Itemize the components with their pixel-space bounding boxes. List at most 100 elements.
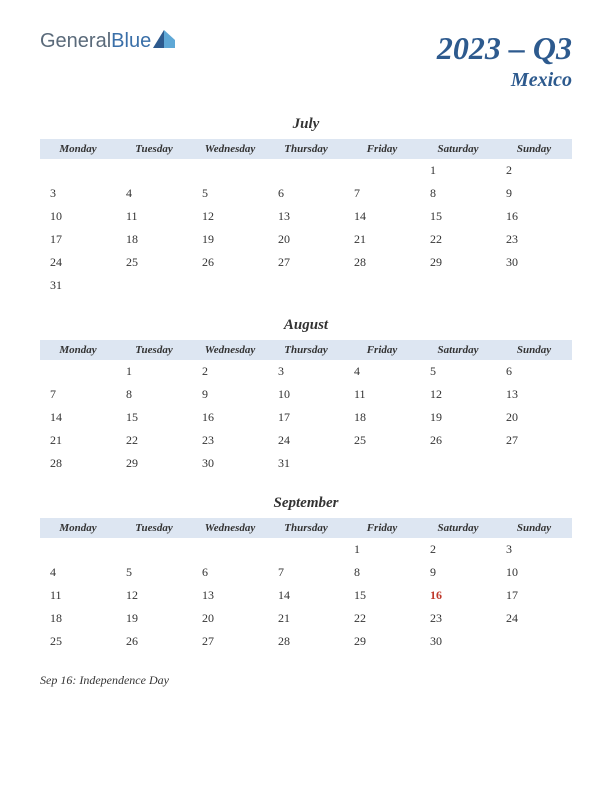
calendar-row: 18192021222324 [40,607,572,630]
day-cell: 12 [116,584,192,607]
day-cell [268,274,344,297]
calendar-table: MondayTuesdayWednesdayThursdayFridaySatu… [40,139,572,297]
logo-text-blue: Blue [111,30,151,53]
day-cell: 14 [268,584,344,607]
day-cell: 20 [268,228,344,251]
day-header: Wednesday [192,518,268,538]
day-cell: 10 [496,561,572,584]
header: GeneralBlue 2023 – Q3 Mexico [40,30,572,92]
day-cell: 3 [40,182,116,205]
day-cell: 17 [496,584,572,607]
day-cell: 6 [496,360,572,383]
calendar-table: MondayTuesdayWednesdayThursdayFridaySatu… [40,340,572,475]
day-cell: 9 [192,383,268,406]
day-cell: 9 [496,182,572,205]
day-cell: 16 [496,205,572,228]
day-cell: 1 [420,159,496,182]
day-header: Friday [344,518,420,538]
day-cell: 25 [344,429,420,452]
day-cell: 23 [496,228,572,251]
day-header: Monday [40,139,116,159]
day-cell: 22 [344,607,420,630]
day-cell [116,159,192,182]
day-cell: 5 [420,360,496,383]
day-cell [344,452,420,475]
day-cell: 20 [192,607,268,630]
day-cell: 22 [116,429,192,452]
day-cell [40,360,116,383]
day-cell [40,538,116,561]
holiday-notes: Sep 16: Independence Day [40,673,572,688]
day-cell: 26 [116,630,192,653]
day-cell: 27 [496,429,572,452]
day-header: Monday [40,340,116,360]
months-container: JulyMondayTuesdayWednesdayThursdayFriday… [40,116,572,653]
day-cell: 1 [116,360,192,383]
month-block: July MondayTuesdayWednesdayThursdayFriday… [40,116,572,297]
calendar-row: 123456 [40,360,572,383]
day-header: Saturday [420,139,496,159]
calendar-row: 12 [40,159,572,182]
day-cell: 25 [40,630,116,653]
day-header: Friday [344,139,420,159]
calendar-row: 28293031 [40,452,572,475]
day-header: Saturday [420,518,496,538]
calendar-row: 252627282930 [40,630,572,653]
day-cell: 6 [192,561,268,584]
day-cell [268,159,344,182]
day-cell: 13 [192,584,268,607]
day-cell: 24 [268,429,344,452]
day-cell: 19 [192,228,268,251]
day-cell: 9 [420,561,496,584]
day-cell: 23 [420,607,496,630]
day-cell: 26 [192,251,268,274]
day-cell: 30 [496,251,572,274]
day-cell [496,274,572,297]
day-cell: 10 [268,383,344,406]
month-name: September [40,495,572,512]
day-cell [420,452,496,475]
calendar-row: 21222324252627 [40,429,572,452]
day-cell [420,274,496,297]
calendar-row: 123 [40,538,572,561]
day-header: Tuesday [116,518,192,538]
day-cell: 2 [496,159,572,182]
day-header: Thursday [268,340,344,360]
logo-icon [153,30,175,48]
day-cell: 10 [40,205,116,228]
day-cell: 13 [496,383,572,406]
day-header: Thursday [268,518,344,538]
day-cell: 4 [344,360,420,383]
month-name: July [40,116,572,133]
month-block: August MondayTuesdayWednesdayThursdayFrid… [40,317,572,475]
day-header: Wednesday [192,139,268,159]
day-cell [192,274,268,297]
day-header: Tuesday [116,139,192,159]
day-header: Saturday [420,340,496,360]
day-cell: 13 [268,205,344,228]
day-cell: 15 [116,406,192,429]
day-cell: 5 [192,182,268,205]
day-cell: 18 [40,607,116,630]
day-cell: 5 [116,561,192,584]
day-cell: 28 [344,251,420,274]
day-cell: 19 [420,406,496,429]
day-cell: 17 [268,406,344,429]
calendar-row: 11121314151617 [40,584,572,607]
day-cell [40,159,116,182]
calendar-row: 14151617181920 [40,406,572,429]
day-cell: 7 [40,383,116,406]
month-name: August [40,317,572,334]
day-cell: 26 [420,429,496,452]
day-cell: 21 [40,429,116,452]
day-cell: 20 [496,406,572,429]
day-cell: 11 [116,205,192,228]
day-cell [116,538,192,561]
day-cell [192,159,268,182]
day-cell: 31 [40,274,116,297]
calendar-row: 78910111213 [40,383,572,406]
day-cell: 29 [344,630,420,653]
day-cell: 18 [116,228,192,251]
day-cell: 11 [40,584,116,607]
day-cell: 12 [420,383,496,406]
